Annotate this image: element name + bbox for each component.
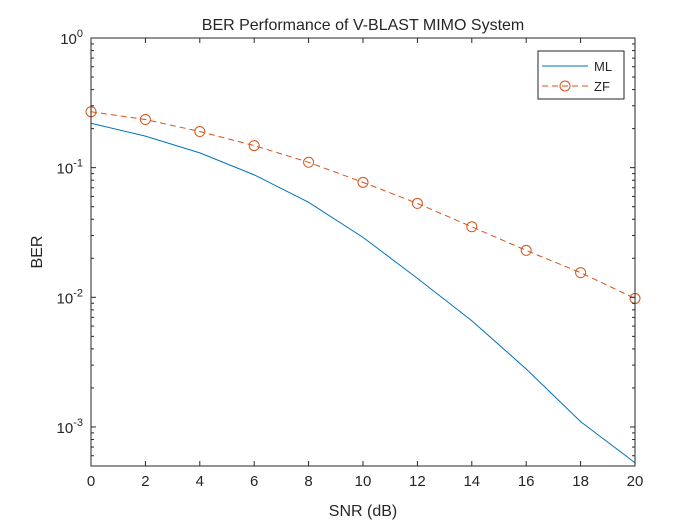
legend: ML ZF [537,50,625,100]
x-tick-label: 10 [355,473,372,490]
x-tick-label: 0 [87,473,95,490]
x-axis-label: SNR (dB) [329,503,397,520]
y-axis-label: BER [29,236,46,269]
y-tick-label: 100 [60,28,83,48]
y-tick-label: 10-2 [57,287,83,307]
legend-box [537,50,625,100]
x-tick-label: 18 [572,473,589,490]
x-tick-label: 20 [627,473,644,490]
chart-title: BER Performance of V-BLAST MIMO System [202,17,524,34]
data-point-zf [411,197,423,209]
series-line-zf [90,111,636,299]
x-tick-label: 6 [250,473,258,490]
x-tick-label: 16 [518,473,535,490]
series-line-ml [90,122,636,464]
data-point-zf [248,140,260,152]
x-tick-label: 2 [141,473,149,490]
data-point-zf [139,114,151,126]
series-layer [85,106,641,464]
data-point-zf [466,221,478,233]
x-tick-labels: 0 2 4 6 8 10 12 14 16 18 20 [87,473,644,490]
y-tick-labels: 100 10-1 10-2 10-3 [57,28,83,437]
data-point-zf [520,244,532,256]
data-point-zf [357,176,369,188]
x-tick-label: 8 [304,473,312,490]
legend-label-ml: ML [594,59,612,74]
legend-marker-zf [559,80,571,92]
legend-label-zf: ZF [594,79,610,94]
y-tick-label: 10-3 [57,417,83,437]
x-tick-label: 4 [196,473,204,490]
plot-frame [90,37,636,467]
data-point-zf [303,156,315,168]
x-tick-label: 12 [409,473,426,490]
x-tick-label: 14 [463,473,480,490]
y-tick-label: 10-1 [57,158,83,178]
plot-area [91,38,635,466]
data-point-zf [575,267,587,279]
data-point-zf [194,126,206,138]
